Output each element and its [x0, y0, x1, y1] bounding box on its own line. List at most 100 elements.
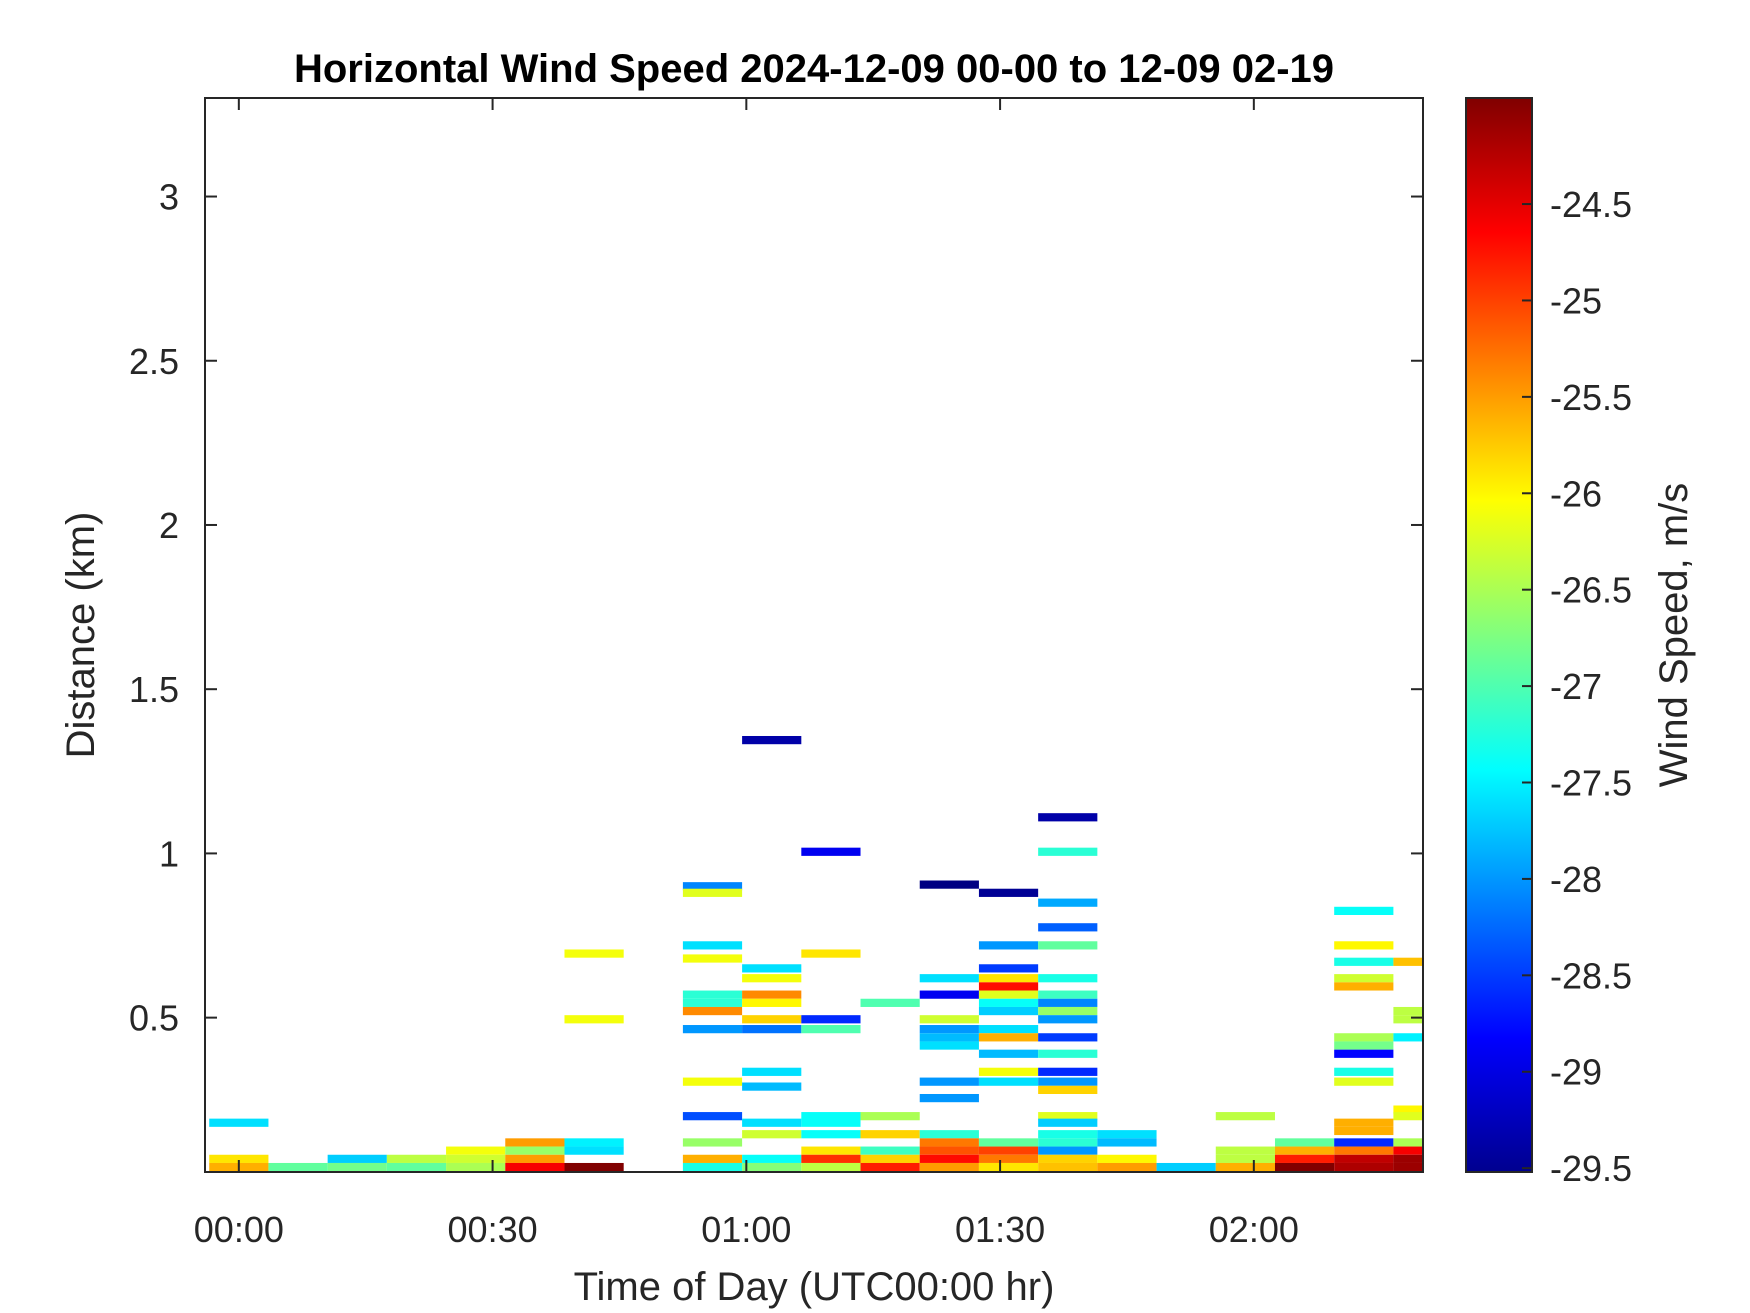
heatmap-cell [386, 1162, 447, 1172]
heatmap-cell [1038, 1118, 1098, 1127]
heatmap-cell [978, 982, 1039, 991]
heatmap-cell [860, 1146, 920, 1155]
heatmap-cell [1274, 1162, 1335, 1172]
heatmap-cell [801, 1162, 861, 1172]
heatmap-cell [682, 1154, 743, 1163]
heatmap-cell [327, 1162, 387, 1172]
colorbar-tick-label: -29.5 [1550, 1148, 1632, 1189]
heatmap-cell [682, 1006, 743, 1016]
heatmap-cell [978, 941, 1039, 950]
heatmap-cell [1215, 1146, 1275, 1155]
heatmap-cell [1334, 941, 1394, 950]
heatmap-cell [742, 1025, 802, 1034]
heatmap-cell [1038, 923, 1098, 932]
heatmap-cell [978, 1006, 1039, 1016]
heatmap-cell [1334, 974, 1394, 983]
y-axis: 0.5 1 1.5 2 2.5 3 [129, 177, 1423, 1039]
heatmap-cell [1038, 1154, 1098, 1163]
heatmap-cell [682, 1077, 743, 1086]
heatmap-cell [1038, 1067, 1098, 1076]
heatmap-cell [1038, 941, 1098, 950]
heatmap-cell [919, 1154, 979, 1163]
heatmap-cell [682, 1025, 743, 1034]
heatmap-cell [860, 1112, 920, 1121]
heatmap-cell [268, 1162, 328, 1172]
colorbar-tick-label: -26 [1550, 473, 1602, 514]
x-tick-label: 00:00 [194, 1209, 284, 1250]
heatmap-cell [1334, 1126, 1394, 1136]
x-tick-label: 01:00 [701, 1209, 791, 1250]
heatmap-cell [446, 1154, 506, 1163]
heatmap-cell [801, 847, 861, 856]
heatmap-cell [1334, 1138, 1394, 1147]
heatmap-cell [682, 954, 743, 963]
heatmap-cell [1334, 1146, 1394, 1155]
heatmap-cell [1334, 957, 1394, 966]
heatmap-cell [801, 1112, 861, 1121]
heatmap-cell [978, 990, 1039, 999]
heatmap-cell [1097, 1162, 1157, 1172]
heatmap-cell [978, 888, 1039, 897]
heatmap-cell [1393, 1015, 1423, 1024]
heatmap-cell [978, 974, 1039, 983]
heatmap-cell [564, 1146, 624, 1155]
x-tick-label: 01:30 [955, 1209, 1045, 1250]
heatmap-cell [1038, 990, 1098, 999]
heatmap-cell [1038, 1033, 1098, 1042]
heatmap-cell [682, 1138, 743, 1147]
heatmap-cell [1038, 1138, 1098, 1147]
heatmap-cell [919, 1093, 979, 1103]
heatmap-cell [1038, 1049, 1098, 1058]
heatmap-cell [919, 1130, 979, 1139]
heatmap-cell [682, 882, 743, 891]
heatmap-cell [505, 1154, 565, 1163]
heatmap-cell [1334, 1154, 1394, 1163]
heatmap-cell [505, 1138, 565, 1147]
heatmap-cell [1038, 847, 1098, 856]
heatmap-cell [1334, 1033, 1394, 1042]
heatmap-cell [801, 1118, 861, 1127]
y-tick-label: 2.5 [129, 341, 179, 382]
heatmap-cell [919, 990, 979, 999]
heatmap-cell [742, 1162, 802, 1172]
heatmap-cell [1393, 1033, 1423, 1042]
heatmap-cell [1038, 898, 1098, 907]
y-tick-label: 0.5 [129, 998, 179, 1039]
colorbar-tick-label: -27.5 [1550, 763, 1632, 804]
heatmap-cell [919, 974, 979, 983]
heatmap-cell [682, 990, 743, 999]
heatmap-cell [682, 1162, 743, 1172]
heatmap-cell [742, 1082, 802, 1091]
heatmap-cell [446, 1146, 506, 1155]
heatmap-cell [1038, 813, 1098, 822]
heatmap-cell [978, 1067, 1039, 1076]
heatmap-cell [919, 880, 979, 889]
heatmap-cell [978, 1154, 1039, 1163]
heatmap-cell [919, 1146, 979, 1155]
heatmap-cell [978, 1162, 1039, 1172]
heatmap-cell [742, 974, 802, 983]
y-tick-label: 1.5 [129, 669, 179, 710]
colorbar-tick-label: -25.5 [1550, 377, 1632, 418]
heatmap-cell [919, 1033, 979, 1042]
heatmap-cell [1393, 1162, 1423, 1172]
heatmap-cell [1274, 1146, 1335, 1155]
heatmap-cell [1038, 1112, 1098, 1121]
heatmap-cells [209, 735, 1423, 1172]
y-tick-label: 2 [159, 505, 179, 546]
heatmap-cell [742, 964, 802, 973]
heatmap-cell [1393, 1146, 1423, 1155]
heatmap-cell [978, 1077, 1039, 1086]
chart-title: Horizontal Wind Speed 2024-12-09 00-00 t… [294, 47, 1334, 91]
x-tick-label: 00:30 [448, 1209, 538, 1250]
heatmap-cell [1038, 974, 1098, 983]
heatmap-cell [1393, 1105, 1423, 1114]
heatmap-cell [742, 990, 802, 999]
heatmap-cell [860, 1162, 920, 1172]
heatmap-cell [1393, 1154, 1423, 1163]
heatmap-cell [209, 1118, 269, 1127]
heatmap-cell [860, 1130, 920, 1139]
colorbar-axis: -24.5 -25 -25.5 -26 -26.5 -27 -27.5 -28 -28.5 -29… [1522, 184, 1632, 1189]
heatmap-cell [742, 1118, 802, 1127]
heatmap-cell [860, 998, 920, 1007]
